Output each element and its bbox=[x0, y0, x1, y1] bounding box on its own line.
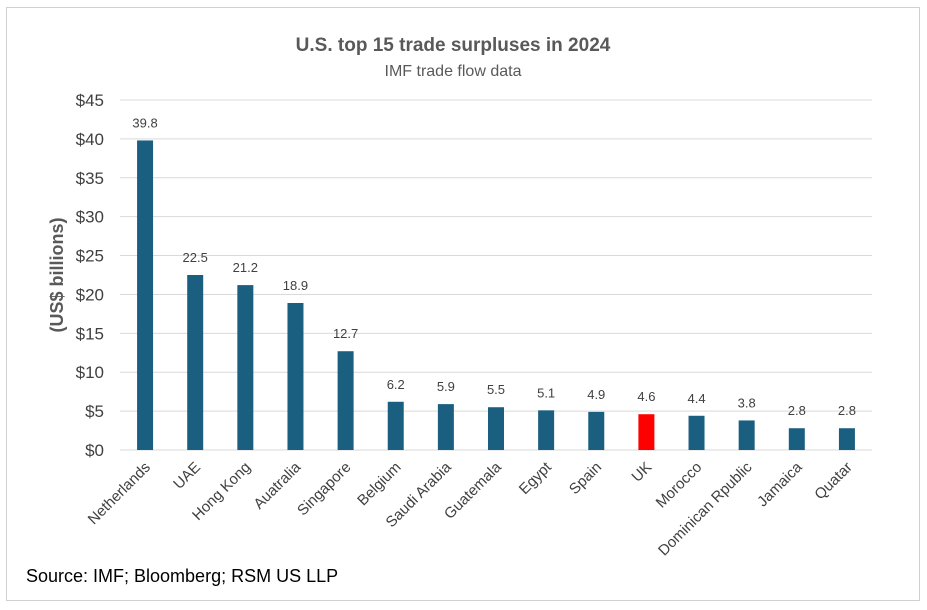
x-tick-label: Spain bbox=[566, 459, 605, 498]
bar-hong-kong bbox=[237, 285, 254, 450]
y-tick-label: $15 bbox=[76, 324, 104, 343]
data-label: 3.8 bbox=[738, 395, 756, 410]
bar-dominican-rpublic bbox=[738, 420, 755, 450]
data-label: 5.9 bbox=[437, 379, 455, 394]
data-label: 39.8 bbox=[132, 115, 157, 130]
data-label: 5.5 bbox=[487, 382, 505, 397]
y-tick-label: $35 bbox=[76, 169, 104, 188]
y-axis-label: (US$ billions) bbox=[47, 217, 67, 332]
bar-saudi-arabia bbox=[437, 404, 454, 450]
data-label: 12.7 bbox=[333, 326, 358, 341]
bar-morocco bbox=[688, 415, 705, 450]
source-note: Source: IMF; Bloomberg; RSM US LLP bbox=[26, 566, 339, 586]
chart-frame bbox=[6, 7, 920, 601]
data-labels: 39.8 22.5 21.2 18.9 12.7 6.2 5.9 5.5 5.1 4.9 4.6 4.… bbox=[132, 115, 856, 418]
data-label: 2.8 bbox=[788, 403, 806, 418]
data-label: 18.9 bbox=[283, 278, 308, 293]
bar-netherlands bbox=[137, 140, 154, 450]
y-tick-label: $25 bbox=[76, 247, 104, 266]
data-label: 21.2 bbox=[233, 260, 258, 275]
data-label: 2.8 bbox=[838, 403, 856, 418]
y-tick-label: $45 bbox=[76, 91, 104, 110]
x-tick-label: Netherlands bbox=[85, 459, 154, 528]
data-label: 4.4 bbox=[687, 391, 705, 406]
chart-subtitle: IMF trade flow data bbox=[385, 63, 522, 80]
chart-title: U.S. top 15 trade surpluses in 2024 bbox=[296, 35, 611, 56]
bar-uae bbox=[187, 275, 204, 450]
x-tick-label: Quatar bbox=[811, 459, 855, 503]
bar-auatralia bbox=[287, 303, 304, 450]
data-label: 4.9 bbox=[587, 387, 605, 402]
x-tick-label: Jamaica bbox=[754, 458, 806, 510]
x-tick-label: Egypt bbox=[516, 458, 556, 498]
bar-egypt bbox=[538, 410, 555, 450]
bar-jamaica bbox=[788, 428, 805, 450]
y-tick-label: $30 bbox=[76, 208, 104, 227]
bar-belgium bbox=[387, 401, 404, 450]
x-tick-label: UAE bbox=[170, 459, 204, 493]
x-tick-label: UK bbox=[628, 459, 655, 486]
y-tick-label: $0 bbox=[85, 441, 104, 460]
data-label: 5.1 bbox=[537, 385, 555, 400]
bar-singapore bbox=[337, 351, 354, 450]
data-label: 22.5 bbox=[183, 250, 208, 265]
bars bbox=[137, 140, 855, 450]
bar-guatemala bbox=[488, 407, 504, 450]
y-tick-label: $5 bbox=[85, 402, 104, 421]
bar-uk bbox=[638, 414, 655, 450]
bar-spain bbox=[588, 411, 605, 450]
x-tick-label: Singapore bbox=[294, 459, 354, 519]
y-tick-label: $20 bbox=[76, 285, 104, 304]
y-axis-ticks: $0 $5 $10 $15 $20 $25 $30 $35 $40 $45 bbox=[76, 91, 104, 460]
y-tick-label: $10 bbox=[76, 363, 104, 382]
data-label: 6.2 bbox=[387, 377, 405, 392]
bar-quatar bbox=[838, 428, 855, 450]
y-tick-label: $40 bbox=[76, 130, 104, 149]
x-tick-label: Belgium bbox=[354, 459, 404, 509]
data-label: 4.6 bbox=[637, 389, 655, 404]
x-tick-label: Dominican Rpublic bbox=[655, 458, 756, 559]
